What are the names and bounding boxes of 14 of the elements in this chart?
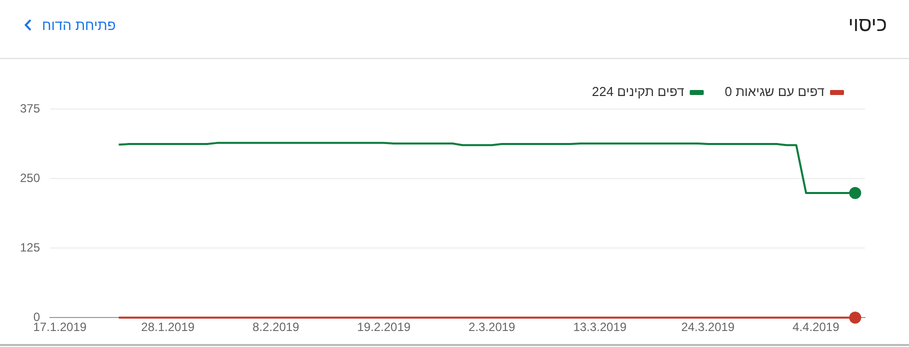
x-tick-label: 8.2.2019 xyxy=(252,320,300,334)
y-tick-label: 250 xyxy=(20,170,40,185)
x-tick-label: 19.2.2019 xyxy=(357,320,411,334)
x-tick-label: 24.3.2019 xyxy=(681,320,735,334)
y-tick-label: 125 xyxy=(20,240,40,254)
x-tick-label: 2.3.2019 xyxy=(468,320,516,334)
x-tick-label: 4.4.2019 xyxy=(792,320,840,334)
legend-label: 224 דפים תקינים xyxy=(592,84,684,100)
text: פתיחת הדוח xyxy=(42,17,116,33)
x-tick-label: 28.1.2019 xyxy=(141,320,195,334)
chart-title: כיסוי xyxy=(848,14,887,37)
x-tick-label: 13.3.2019 xyxy=(573,320,627,334)
y-tick-label: 375 xyxy=(20,101,40,116)
legend-label: 0 דפים עם שגיאות xyxy=(724,84,824,100)
